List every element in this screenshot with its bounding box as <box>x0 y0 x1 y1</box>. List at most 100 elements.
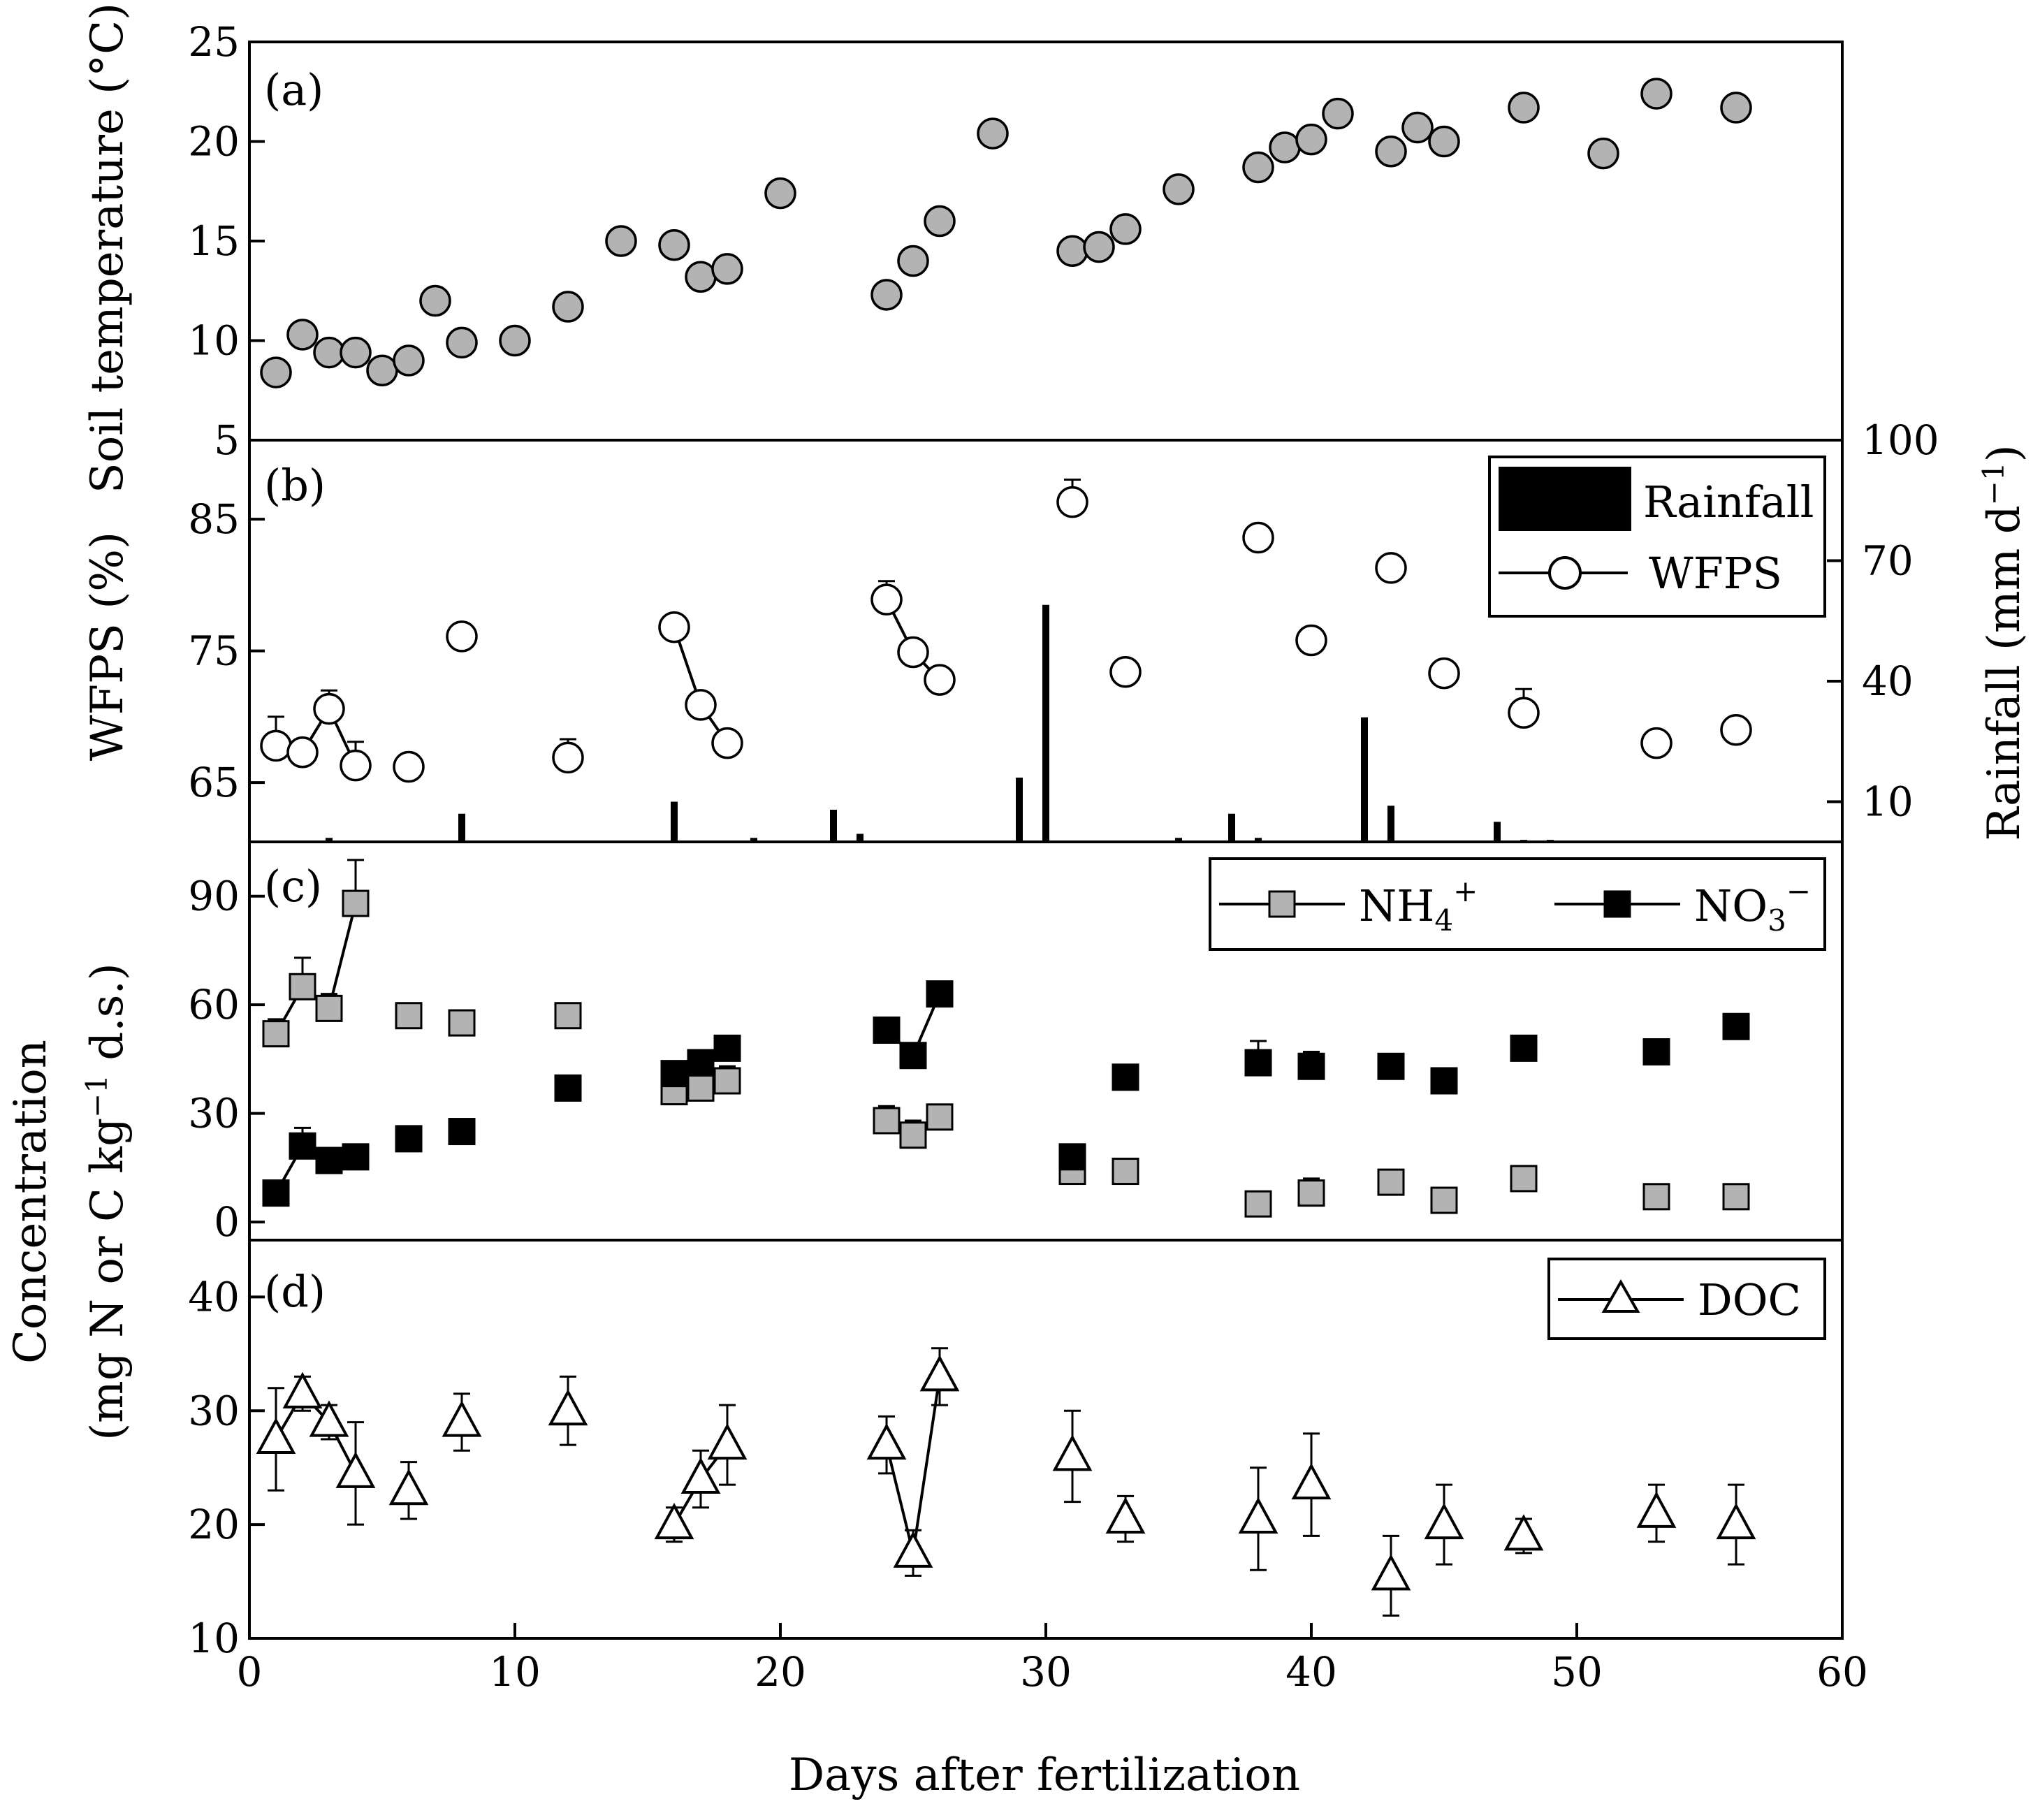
soiltemperature-point <box>446 326 478 359</box>
soiltemperature-point <box>1295 123 1327 156</box>
rainfall-bar <box>1175 838 1182 842</box>
doc-point <box>1503 1514 1544 1551</box>
legend-c: NH4+ NO3− <box>1209 857 1826 951</box>
x-tick-label: 0 <box>237 1648 263 1696</box>
rainfall-bar <box>830 810 837 842</box>
soiltemperature-point <box>1508 92 1540 124</box>
doc-point <box>1052 1434 1093 1471</box>
soiltemperature-point <box>1163 173 1195 205</box>
wfps-point <box>552 741 584 774</box>
no3-point <box>926 980 954 1008</box>
soiltemperature-point <box>897 245 929 277</box>
wfps-point <box>260 729 292 762</box>
rainfall-bar <box>1494 822 1501 842</box>
y-tick-label-c: 30 <box>188 1090 240 1137</box>
no3-point <box>448 1118 476 1146</box>
wfps-point <box>924 664 956 696</box>
no3-point <box>1722 1012 1750 1040</box>
legend-no3-sub: 3 <box>1768 903 1786 938</box>
wfps-point <box>1375 552 1407 584</box>
wfps-point <box>685 689 717 721</box>
conc-title-a: (mg N or C kg <box>82 1118 133 1441</box>
rainfall-bar <box>671 801 678 842</box>
doc-point <box>1716 1502 1756 1540</box>
nh4-point <box>448 1009 476 1037</box>
nh4-point <box>1722 1183 1750 1211</box>
nh4-point <box>289 973 316 1000</box>
no3-point <box>1058 1143 1086 1171</box>
rainfall-bar <box>1255 838 1262 842</box>
rainfall-bar <box>458 813 465 842</box>
doc-point <box>1291 1462 1332 1500</box>
y-tick-label-d: 20 <box>188 1501 240 1548</box>
y-tick-label-d: 10 <box>188 1615 240 1662</box>
panel-label-b: (b) <box>264 460 326 511</box>
legend-rainfall-swatch <box>1499 467 1631 531</box>
soiltemperature-point <box>286 319 319 351</box>
nh4-point <box>395 1002 423 1030</box>
soiltemperature-point <box>340 336 372 369</box>
x-tick-label: 20 <box>755 1648 806 1696</box>
doc-point <box>866 1422 907 1460</box>
nh4-point <box>926 1103 954 1131</box>
rainfall-bar <box>1387 806 1394 842</box>
rainfall-bar <box>1016 778 1023 842</box>
no3-point <box>899 1042 927 1070</box>
legend-wfps-marker <box>1548 556 1582 590</box>
rainfall-bar <box>1042 604 1049 842</box>
x-tick-label: 30 <box>1020 1648 1072 1696</box>
wfps-point <box>1109 656 1142 688</box>
nh4-point <box>262 1020 290 1048</box>
no3-point <box>262 1179 290 1207</box>
soiltemperature-point <box>313 336 345 369</box>
legend-doc-label: DOC <box>1698 1274 1801 1325</box>
soiltemperature-point <box>366 354 398 386</box>
y-tick-label-b: 75 <box>188 627 240 675</box>
soiltemperature-point <box>924 205 956 238</box>
legend-no3-label: NO3− <box>1694 874 1811 938</box>
y-axis-title-a: Soil temperature (°C) <box>82 3 133 493</box>
soiltemperature-point <box>1375 136 1407 168</box>
legend-nh4-sup: + <box>1453 874 1478 908</box>
wfps-point <box>1640 727 1673 759</box>
doc-point <box>335 1451 376 1488</box>
legend-nh4-marker <box>1268 890 1296 918</box>
connector-lines-layer <box>275 599 941 1554</box>
panel-label-d: (d) <box>264 1266 326 1317</box>
doc-point <box>919 1355 960 1392</box>
doc-point <box>309 1400 349 1437</box>
y-axis-title-concentration-2: (mg N or C kg−1 d.s.) <box>80 963 133 1441</box>
nh4-point <box>1112 1158 1139 1186</box>
doc-point <box>1105 1497 1146 1534</box>
nh4-point <box>315 994 343 1022</box>
wfps-point <box>393 750 425 783</box>
rainfall-bars-layer <box>326 604 1554 842</box>
doc-point <box>1238 1497 1278 1534</box>
nh4-point <box>873 1107 901 1135</box>
y-tick-label-c: 60 <box>188 981 240 1028</box>
soiltemperature-point <box>685 261 717 293</box>
soiltemperature-point <box>1242 151 1274 184</box>
nh4-point <box>554 1002 582 1030</box>
no3-point <box>873 1016 901 1044</box>
wfps-point <box>340 749 372 782</box>
wfps-point <box>1242 521 1274 554</box>
nh4-point <box>1297 1179 1325 1207</box>
wfps-point <box>446 620 478 653</box>
doc-point <box>1636 1491 1677 1528</box>
doc-point <box>1371 1554 1411 1591</box>
soiltemperature-point <box>1720 92 1752 124</box>
rainfall-bar <box>326 838 333 842</box>
soiltemperature-point <box>870 279 903 311</box>
no3-point <box>1377 1052 1405 1080</box>
legend-wfps-label: WFPS <box>1649 548 1782 599</box>
doc-point <box>442 1400 482 1437</box>
y2-title-sup: −1 <box>1976 462 2011 505</box>
wfps-point <box>897 636 929 669</box>
x-tick-label: 50 <box>1551 1648 1603 1696</box>
y-axis-title-concentration-1: Concentration <box>5 1040 57 1364</box>
wfps-point <box>286 736 319 769</box>
conc-title-b: d.s.) <box>82 963 133 1075</box>
panel-label-c: (c) <box>264 861 322 912</box>
y-axis-title-b: WFPS (%) <box>82 532 133 761</box>
